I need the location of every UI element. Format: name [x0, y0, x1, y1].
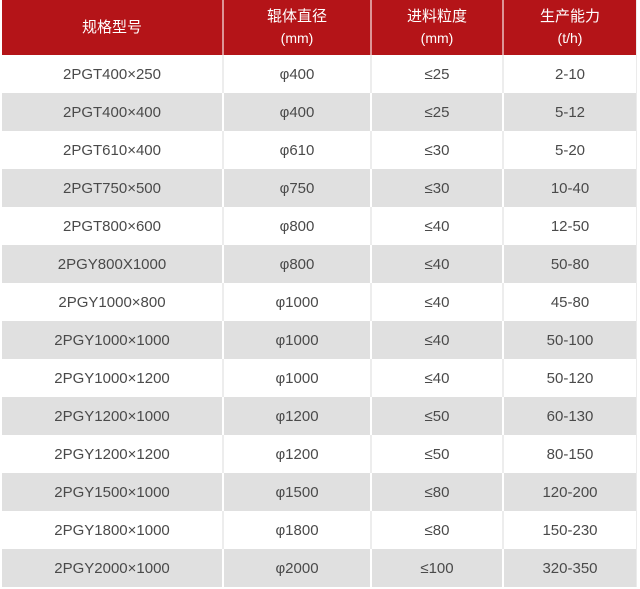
cell-spec-model: 2PGY2000×1000	[2, 549, 224, 587]
cell-roller-diameter: φ1000	[224, 359, 372, 397]
table-row: 2PGT400×400 φ400 ≤25 5-12	[2, 93, 636, 131]
header-label: 生产能力	[539, 8, 600, 26]
cell-feed-size: ≤30	[372, 131, 504, 169]
cell-capacity: 50-120	[546, 369, 594, 387]
table-row: 2PGY1500×1000 φ1500 ≤80 120-200	[2, 473, 636, 511]
cell-feed-size: ≤80	[372, 473, 504, 511]
header-unit: (mm)	[420, 30, 454, 47]
table-row: 2PGY2000×1000 φ2000 ≤100 320-350	[2, 549, 636, 587]
cell-capacity: 120-200	[542, 483, 598, 501]
header-unit: (mm)	[280, 30, 314, 47]
table-row: 2PGY1200×1000 φ1200 ≤50 60-130	[2, 397, 636, 435]
header-label: 辊体直径	[266, 8, 327, 26]
cell-capacity: 5-12	[554, 103, 586, 121]
cell-roller-diameter: φ1800	[224, 511, 372, 549]
cell-spec-model: 2PGT750×500	[2, 169, 224, 207]
cell-roller-diameter: φ800	[224, 245, 372, 283]
cell-roller-diameter: φ400	[224, 55, 372, 93]
cell-capacity: 2-10	[554, 65, 586, 83]
cell-spec-model: 2PGY1800×1000	[2, 511, 224, 549]
cell-roller-diameter: φ800	[224, 207, 372, 245]
header-cell-roller-diameter: 辊体直径 (mm)	[224, 0, 372, 55]
cell-spec-model: 2PGT400×250	[2, 55, 224, 93]
table-row: 2PGY1800×1000 φ1800 ≤80 150-230	[2, 511, 636, 549]
table-row: 2PGY1000×1000 φ1000 ≤40 50-100	[2, 321, 636, 359]
cell-spec-model: 2PGY1000×1200	[2, 359, 224, 397]
cell-spec-model: 2PGY1500×1000	[2, 473, 224, 511]
table-row: 2PGY1200×1200 φ1200 ≤50 80-150	[2, 435, 636, 473]
cell-roller-diameter: φ610	[224, 131, 372, 169]
table-row: 2PGT800×600 φ800 ≤40 12-50	[2, 207, 636, 245]
cell-capacity: 80-150	[546, 445, 594, 463]
cell-capacity: 50-100	[546, 331, 594, 349]
cell-feed-size: ≤40	[372, 207, 504, 245]
header-cell-feed-size: 进料粒度 (mm)	[372, 0, 504, 55]
cell-capacity: 45-80	[550, 293, 590, 311]
cell-feed-size: ≤40	[372, 359, 504, 397]
header-cell-capacity: 生产能力 (t/h)	[504, 0, 636, 55]
cell-capacity: 320-350	[542, 559, 598, 577]
cell-feed-size: ≤50	[372, 435, 504, 473]
cell-feed-size: ≤50	[372, 397, 504, 435]
cell-capacity: 60-130	[546, 407, 594, 425]
cell-roller-diameter: φ1000	[224, 321, 372, 359]
cell-roller-diameter: φ2000	[224, 549, 372, 587]
table-row: 2PGT610×400 φ610 ≤30 5-20	[2, 131, 636, 169]
cell-roller-diameter: φ1200	[224, 435, 372, 473]
cell-feed-size: ≤40	[372, 283, 504, 321]
header-cell-spec-model: 规格型号	[2, 0, 224, 55]
table-row: 2PGT750×500 φ750 ≤30 10-40	[2, 169, 636, 207]
cell-feed-size: ≤80	[372, 511, 504, 549]
cell-roller-diameter: φ1000	[224, 283, 372, 321]
cell-capacity: 10-40	[550, 179, 590, 197]
cell-roller-diameter: φ750	[224, 169, 372, 207]
cell-feed-size: ≤40	[372, 321, 504, 359]
cell-roller-diameter: φ400	[224, 93, 372, 131]
table-row: 2PGY1000×800 φ1000 ≤40 45-80	[2, 283, 636, 321]
cell-feed-size: ≤30	[372, 169, 504, 207]
cell-feed-size: ≤100	[372, 549, 504, 587]
cell-roller-diameter: φ1500	[224, 473, 372, 511]
cell-spec-model: 2PGT400×400	[2, 93, 224, 131]
table-row: 2PGY800X1000 φ800 ≤40 50-80	[2, 245, 636, 283]
table-row: 2PGY1000×1200 φ1000 ≤40 50-120	[2, 359, 636, 397]
cell-capacity: 5-20	[554, 141, 586, 159]
cell-feed-size: ≤25	[372, 93, 504, 131]
table-header-row: 规格型号 辊体直径 (mm) 进料粒度 (mm) 生产能力 (t/h)	[2, 0, 636, 55]
cell-capacity: 12-50	[550, 217, 590, 235]
cell-spec-model: 2PGT610×400	[2, 131, 224, 169]
header-label: 进料粒度	[406, 8, 467, 26]
cell-roller-diameter: φ1200	[224, 397, 372, 435]
cell-spec-model: 2PGT800×600	[2, 207, 224, 245]
header-unit: (t/h)	[557, 30, 583, 47]
cell-spec-model: 2PGY1200×1000	[2, 397, 224, 435]
cell-spec-model: 2PGY1000×1000	[2, 321, 224, 359]
cell-feed-size: ≤40	[372, 245, 504, 283]
header-label: 规格型号	[81, 18, 142, 36]
table-body: 2PGT400×250 φ400 ≤25 2-10 2PGT400×400 φ400 ≤25…	[2, 55, 636, 587]
cell-spec-model: 2PGY800X1000	[2, 245, 224, 283]
cell-spec-model: 2PGY1200×1200	[2, 435, 224, 473]
table-row: 2PGT400×250 φ400 ≤25 2-10	[2, 55, 636, 93]
cell-capacity: 150-230	[542, 521, 598, 539]
cell-capacity: 50-80	[550, 255, 590, 273]
cell-spec-model: 2PGY1000×800	[2, 283, 224, 321]
cell-feed-size: ≤25	[372, 55, 504, 93]
